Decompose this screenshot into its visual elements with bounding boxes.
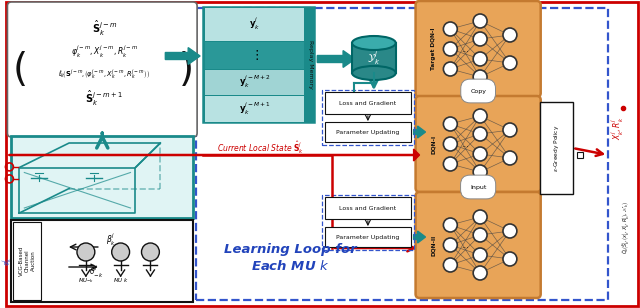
Text: ...: ...	[461, 241, 469, 249]
Text: Copy: Copy	[470, 88, 486, 94]
FancyBboxPatch shape	[12, 220, 193, 302]
Ellipse shape	[352, 36, 396, 50]
FancyBboxPatch shape	[203, 7, 314, 122]
Polygon shape	[413, 231, 426, 243]
Text: $\vdots$: $\vdots$	[250, 48, 259, 62]
Circle shape	[444, 238, 458, 252]
Circle shape	[444, 62, 458, 76]
Circle shape	[444, 22, 458, 36]
Text: $($: $($	[12, 50, 26, 89]
FancyBboxPatch shape	[6, 2, 638, 306]
Text: Replay Memory: Replay Memory	[308, 40, 313, 89]
Circle shape	[473, 109, 487, 123]
Text: VCG-Based
Channel
Auction: VCG-Based Channel Auction	[19, 246, 36, 276]
FancyBboxPatch shape	[13, 222, 41, 300]
FancyBboxPatch shape	[415, 96, 541, 192]
Text: DQN-I: DQN-I	[431, 134, 436, 154]
Text: $\mathbf{y}_k^{j-M+1}$: $\mathbf{y}_k^{j-M+1}$	[239, 101, 271, 117]
Circle shape	[112, 243, 129, 261]
Circle shape	[473, 210, 487, 224]
Text: $\varphi_k^{j-m}, X_k^{j-m}, R_k^{j-m}$: $\varphi_k^{j-m}, X_k^{j-m}, R_k^{j-m}$	[71, 44, 138, 60]
Circle shape	[473, 165, 487, 179]
FancyBboxPatch shape	[415, 192, 541, 298]
Circle shape	[503, 224, 517, 238]
Circle shape	[444, 157, 458, 171]
Text: $)$: $)$	[179, 50, 192, 89]
Text: $\tilde{Q}_k\!\left(\hat{S}_k^j,\!\left(x_k^j,X_k^j,R_k^j\right),\mathcal{N}_k\r: $\tilde{Q}_k\!\left(\hat{S}_k^j,\!\left(…	[621, 201, 632, 254]
Circle shape	[473, 127, 487, 141]
Text: Target DQN-I: Target DQN-I	[431, 28, 436, 70]
Circle shape	[473, 228, 487, 242]
Text: Loss and Gradient: Loss and Gradient	[339, 100, 396, 106]
Text: $MU_{-k}$: $MU_{-k}$	[77, 276, 94, 285]
Circle shape	[503, 28, 517, 42]
FancyBboxPatch shape	[205, 70, 304, 95]
Text: $\mathbf{y}_k^{j}$: $\mathbf{y}_k^{j}$	[249, 16, 260, 32]
Circle shape	[444, 218, 458, 232]
Circle shape	[444, 117, 458, 131]
Text: Current Local State $\hat{\mathbf{S}}_k^j$: Current Local State $\hat{\mathbf{S}}_k^…	[217, 140, 304, 156]
Text: $\hat{\mathbf{S}}_k^{j-m+1}$: $\hat{\mathbf{S}}_k^{j-m+1}$	[85, 89, 124, 108]
Text: Loss and Gradient: Loss and Gradient	[339, 205, 396, 210]
Polygon shape	[413, 126, 426, 138]
Circle shape	[473, 32, 487, 46]
Circle shape	[444, 137, 458, 151]
Text: $MU\ k$: $MU\ k$	[113, 276, 129, 284]
Text: $\beta_k^j$: $\beta_k^j$	[106, 232, 116, 248]
Ellipse shape	[352, 66, 396, 80]
Circle shape	[473, 52, 487, 66]
Text: ...: ...	[461, 44, 469, 54]
Circle shape	[473, 266, 487, 280]
Circle shape	[473, 70, 487, 84]
Circle shape	[503, 123, 517, 137]
Circle shape	[444, 42, 458, 56]
Circle shape	[444, 258, 458, 272]
Text: $\hat{\mathbf{S}}_k^{j-m}$: $\hat{\mathbf{S}}_k^{j-m}$	[92, 19, 117, 38]
FancyBboxPatch shape	[205, 7, 304, 41]
FancyBboxPatch shape	[415, 1, 541, 97]
Text: Parameter Updating: Parameter Updating	[336, 234, 399, 240]
Text: $\varepsilon$-Greedy Policy: $\varepsilon$-Greedy Policy	[552, 124, 561, 172]
Text: $\varphi_k^j$: $\varphi_k^j$	[1, 256, 14, 266]
Text: ...: ...	[461, 140, 469, 148]
FancyBboxPatch shape	[325, 197, 411, 219]
Circle shape	[473, 147, 487, 161]
FancyBboxPatch shape	[352, 43, 396, 73]
FancyBboxPatch shape	[205, 96, 304, 121]
Text: $\mathbf{y}_k^{j-M+2}$: $\mathbf{y}_k^{j-M+2}$	[239, 74, 271, 91]
Text: Learning Loop for
Each MU $k$: Learning Loop for Each MU $k$	[224, 243, 356, 273]
Text: $\vartheta_{-k}^j$: $\vartheta_{-k}^j$	[88, 264, 103, 280]
Circle shape	[473, 14, 487, 28]
Polygon shape	[413, 149, 420, 161]
FancyBboxPatch shape	[205, 42, 304, 69]
FancyBboxPatch shape	[540, 102, 573, 194]
Text: Input: Input	[470, 184, 486, 189]
Polygon shape	[165, 48, 200, 64]
Circle shape	[141, 243, 159, 261]
FancyBboxPatch shape	[325, 227, 411, 247]
FancyBboxPatch shape	[12, 136, 193, 218]
FancyBboxPatch shape	[325, 92, 411, 114]
Circle shape	[473, 248, 487, 262]
Text: $X_k^j, R_k^j$: $X_k^j, R_k^j$	[610, 116, 626, 140]
Text: DQN-II: DQN-II	[431, 234, 436, 256]
Text: $\ell_k\!\left(\mathbf{S}^{j-m},\!\left(\varphi_k^{j-m},X_k^{j-m},R_k^{j-m}\righ: $\ell_k\!\left(\mathbf{S}^{j-m},\!\left(…	[58, 68, 150, 81]
Circle shape	[503, 252, 517, 266]
FancyBboxPatch shape	[8, 2, 197, 137]
Circle shape	[503, 151, 517, 165]
Polygon shape	[317, 51, 355, 67]
FancyBboxPatch shape	[325, 122, 411, 142]
Text: $\mathcal{Y}_k^j$: $\mathcal{Y}_k^j$	[367, 49, 381, 67]
Text: Parameter Updating: Parameter Updating	[336, 129, 399, 135]
Circle shape	[503, 56, 517, 70]
Circle shape	[77, 243, 95, 261]
